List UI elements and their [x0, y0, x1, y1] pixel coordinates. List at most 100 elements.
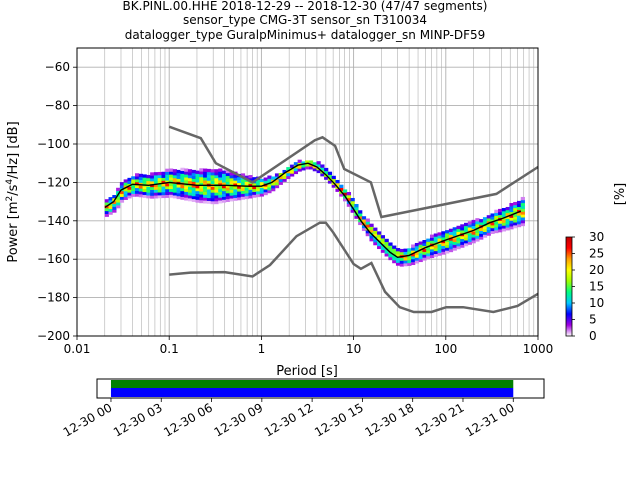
density-cell — [225, 169, 230, 174]
density-cell — [282, 178, 287, 182]
density-cell — [293, 167, 299, 172]
density-cell — [135, 190, 140, 194]
density-cell — [237, 182, 242, 186]
density-cell — [150, 195, 155, 199]
density-cell — [184, 177, 189, 181]
density-cell — [271, 182, 276, 186]
density-cell — [343, 189, 348, 193]
density-cell — [346, 197, 351, 202]
density-cell — [380, 238, 386, 242]
density-cell — [225, 172, 230, 177]
density-cell — [225, 192, 230, 197]
density-cell — [361, 221, 367, 226]
density-cell — [369, 235, 374, 239]
y-axis-label-suffix: /Hz] [dB] — [6, 121, 21, 179]
density-cell — [516, 206, 522, 210]
density-cell — [161, 189, 166, 193]
density-cell — [403, 257, 408, 261]
density-cell — [308, 166, 314, 170]
density-cell — [244, 192, 249, 197]
density-cell — [414, 251, 420, 255]
density-cell — [131, 187, 136, 192]
density-cell — [267, 187, 272, 191]
density-cell — [203, 194, 208, 198]
density-cell — [494, 221, 499, 225]
density-cell — [210, 169, 215, 173]
density-cell — [161, 194, 166, 199]
density-cell — [252, 182, 257, 187]
density-cell — [335, 179, 340, 184]
density-cell — [452, 247, 457, 251]
density-cell — [199, 182, 204, 186]
density-cell — [146, 177, 151, 182]
density-cell — [127, 189, 132, 193]
density-cell — [505, 218, 510, 222]
density-cell — [180, 167, 185, 172]
y-tick-label: −80 — [45, 99, 70, 113]
density-cell — [123, 196, 128, 200]
density-cell — [138, 188, 143, 192]
density-cell — [445, 233, 450, 237]
density-cell — [221, 184, 227, 189]
density-cell — [218, 177, 223, 181]
density-cell — [460, 241, 465, 245]
density-cell — [172, 177, 178, 182]
density-cell — [252, 194, 257, 198]
density-cell — [392, 259, 397, 264]
density-cell — [218, 194, 223, 198]
density-cell — [146, 192, 151, 196]
density-cell — [225, 198, 230, 202]
density-cell — [327, 174, 333, 178]
x-tick-label: 1000 — [523, 342, 554, 356]
density-cell — [520, 211, 525, 215]
density-cell — [229, 177, 234, 182]
density-cell — [513, 219, 518, 223]
density-cell — [520, 217, 525, 221]
density-cell — [501, 219, 507, 223]
density-cell — [358, 221, 363, 226]
density-cell — [225, 187, 230, 191]
density-cell — [460, 227, 465, 231]
density-cell — [354, 209, 359, 214]
density-cell — [218, 168, 223, 172]
density-cell — [494, 227, 499, 231]
density-cell — [464, 240, 469, 244]
density-cell — [157, 177, 162, 181]
density-cell — [135, 187, 140, 191]
coverage-tick-label: 12-30 00 — [61, 400, 115, 439]
density-cell — [467, 241, 472, 245]
density-cell — [429, 248, 435, 253]
density-cell — [475, 223, 480, 228]
density-cell — [142, 191, 147, 195]
density-cell — [316, 169, 321, 174]
density-cell — [165, 185, 170, 190]
density-cell — [464, 237, 469, 241]
density-cell — [165, 188, 170, 193]
density-cell — [460, 224, 465, 228]
density-cell — [354, 215, 359, 219]
density-cell — [112, 206, 117, 210]
density-cell — [112, 200, 117, 205]
density-cell — [199, 168, 204, 172]
density-cell — [460, 244, 465, 248]
density-cell — [395, 256, 401, 260]
density-cell — [501, 225, 507, 229]
density-cell — [165, 171, 170, 175]
density-cell — [237, 188, 242, 192]
density-cell — [165, 194, 170, 198]
density-cell — [301, 167, 306, 171]
density-cell — [135, 176, 140, 180]
density-cell — [206, 200, 212, 204]
density-cell — [176, 178, 181, 182]
density-cell — [229, 186, 234, 190]
density-cell — [509, 223, 514, 227]
coverage-tick-label: 12-30 18 — [362, 400, 416, 439]
density-cell — [505, 215, 510, 219]
density-cell — [191, 195, 196, 200]
density-cell — [411, 258, 416, 263]
density-cell — [165, 168, 170, 172]
density-cell — [221, 176, 227, 180]
density-cell — [203, 197, 208, 201]
density-cell — [433, 250, 438, 255]
density-cell — [377, 245, 382, 250]
